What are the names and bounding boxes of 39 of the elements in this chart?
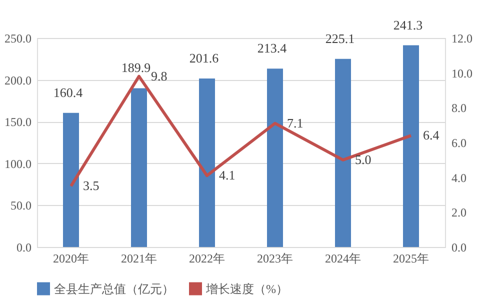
data-label: 7.1 xyxy=(287,115,304,130)
data-label: 213.4 xyxy=(257,40,288,56)
bar xyxy=(63,112,79,247)
data-label: 160.4 xyxy=(53,84,84,100)
y-tick-label: 250.0 xyxy=(4,32,32,46)
data-label: 3.5 xyxy=(83,178,100,194)
x-tick-label: 2025年 xyxy=(393,252,429,266)
bar xyxy=(403,45,419,247)
y-tick-label: 200.0 xyxy=(4,73,32,88)
bar xyxy=(267,68,283,247)
y-tick-label: 100.0 xyxy=(4,156,32,171)
data-label: 6.4 xyxy=(423,128,440,143)
data-label: 5.0 xyxy=(355,152,372,167)
data-label: 201.6 xyxy=(189,50,220,66)
y2-tick-label: 0.0 xyxy=(452,240,466,254)
y2-tick-label: 2.0 xyxy=(452,206,466,220)
data-label: 4.1 xyxy=(219,168,236,183)
data-label: 189.9 xyxy=(121,60,151,76)
y2-tick-label: 12.0 xyxy=(452,32,472,46)
y-tick-label: 50.0 xyxy=(10,198,32,213)
data-label: 9.8 xyxy=(151,68,168,84)
data-label: 241.3 xyxy=(393,17,423,32)
x-tick-label: 2022年 xyxy=(189,252,225,266)
legend-label: 增长速度（%） xyxy=(205,282,288,296)
y2-tick-label: 8.0 xyxy=(452,101,466,116)
bar xyxy=(131,88,147,247)
y2-tick-label: 4.0 xyxy=(452,170,466,185)
y-tick-label: 150.0 xyxy=(4,115,32,130)
legend-label: 全县生产总值（亿元） xyxy=(54,282,174,296)
bar xyxy=(199,78,215,247)
y2-tick-label: 10.0 xyxy=(452,66,472,80)
x-tick-label: 2023年 xyxy=(257,252,293,266)
x-tick-label: 2020年 xyxy=(53,252,89,266)
x-tick-label: 2024年 xyxy=(325,252,361,266)
y2-tick-label: 6.0 xyxy=(452,136,466,150)
bar xyxy=(335,58,351,247)
y-tick-label: 0.0 xyxy=(16,240,32,254)
data-label: 225.1 xyxy=(325,30,355,46)
x-tick-label: 2021年 xyxy=(121,252,157,266)
